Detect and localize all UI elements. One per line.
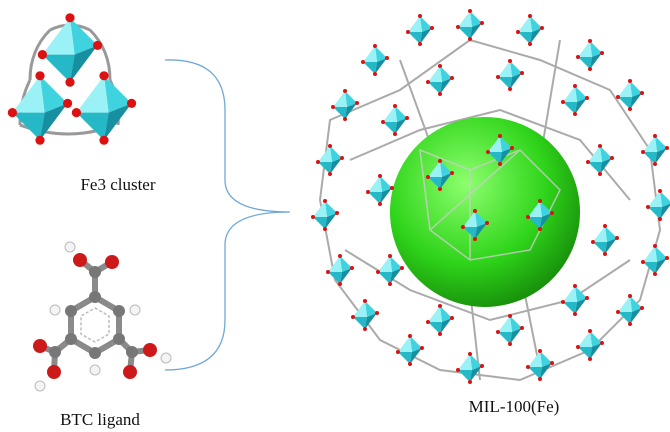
fe3-cluster-octahedra	[8, 13, 136, 145]
brace	[165, 60, 290, 370]
btc-ligand-image	[33, 242, 171, 391]
btc-ligand-label: BTC ligand	[60, 410, 140, 429]
mof-label: MIL-100(Fe)	[469, 397, 560, 416]
diagram: Fe3 cluster BTC ligand MIL-100(Fe)	[0, 0, 670, 432]
fe3-cluster-label: Fe3 cluster	[80, 175, 155, 194]
